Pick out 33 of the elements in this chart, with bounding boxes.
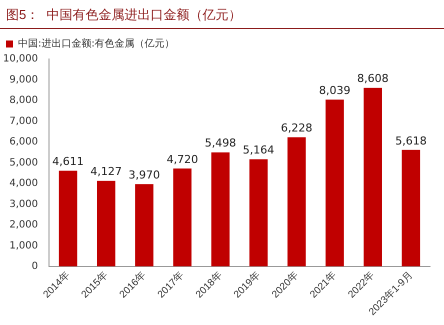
y-tick-label: 6,000 bbox=[9, 136, 38, 148]
data-label: 8,039 bbox=[319, 84, 350, 98]
data-label: 5,164 bbox=[242, 144, 274, 157]
y-tick-label: 1,000 bbox=[9, 240, 38, 252]
data-label: 5,618 bbox=[395, 134, 427, 148]
y-tick-label: 10,000 bbox=[2, 54, 38, 65]
bar bbox=[173, 168, 192, 266]
legend-label: 中国:进出口金额:有色金属（亿元） bbox=[18, 38, 175, 50]
bar bbox=[249, 159, 268, 266]
data-label: 6,228 bbox=[280, 122, 312, 135]
data-label: 4,611 bbox=[52, 155, 84, 168]
chart-title: 图5： 中国有色金属进出口金额（亿元） bbox=[0, 0, 444, 29]
data-label: 4,127 bbox=[90, 165, 122, 178]
data-label: 3,970 bbox=[128, 168, 160, 182]
y-tick-label: 0 bbox=[32, 261, 38, 272]
bar bbox=[97, 180, 116, 266]
bar bbox=[326, 100, 344, 266]
bar bbox=[364, 88, 382, 266]
bar bbox=[58, 170, 78, 266]
data-label: 5,498 bbox=[204, 136, 236, 150]
bar bbox=[135, 184, 154, 266]
y-tick-label: 5,000 bbox=[9, 157, 38, 168]
y-tick-label: 7,000 bbox=[9, 116, 38, 127]
data-label: 8,608 bbox=[357, 72, 389, 86]
y-tick-label: 2,000 bbox=[9, 220, 38, 231]
y-tick-label: 3,000 bbox=[9, 198, 38, 210]
y-tick-label: 4,000 bbox=[9, 178, 38, 190]
y-tick-label: 9,000 bbox=[9, 74, 38, 86]
bar bbox=[402, 150, 420, 266]
bar bbox=[288, 137, 306, 266]
bar bbox=[211, 152, 230, 266]
y-tick-label: 8,000 bbox=[9, 95, 38, 106]
data-label: 4,720 bbox=[166, 152, 198, 166]
